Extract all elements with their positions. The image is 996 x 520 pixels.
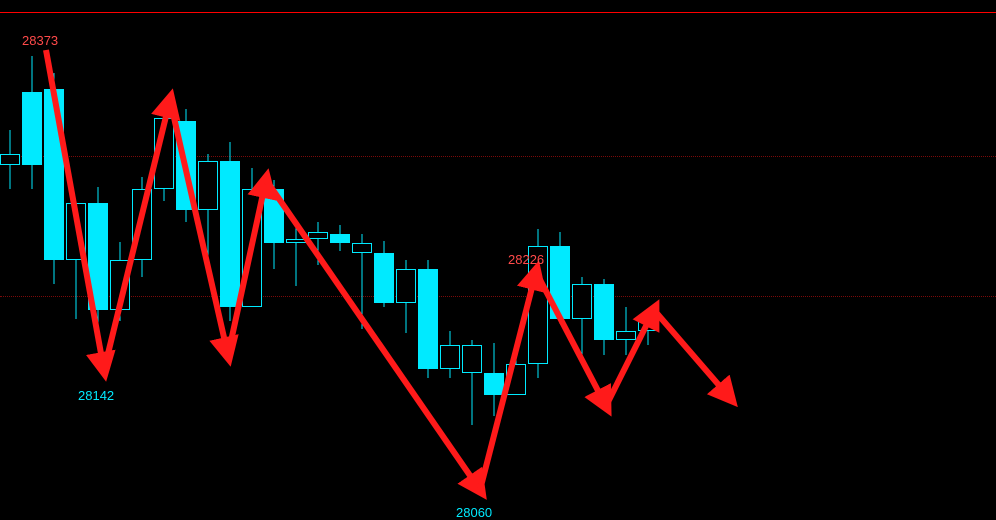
candle [44, 0, 64, 520]
price-chart[interactable]: 28373 28142 28226 28060 [0, 0, 996, 520]
candle [440, 0, 460, 520]
price-label: 28060 [456, 505, 492, 520]
trend-arrow [654, 310, 730, 398]
candle [176, 0, 196, 520]
candle [638, 0, 658, 520]
candle [484, 0, 504, 520]
candle [286, 0, 306, 520]
candle [242, 0, 262, 520]
price-label: 28142 [78, 388, 114, 403]
candle [594, 0, 614, 520]
candle [374, 0, 394, 520]
candle [308, 0, 328, 520]
candle [154, 0, 174, 520]
candle [22, 0, 42, 520]
candle [396, 0, 416, 520]
candle [550, 0, 570, 520]
candle [616, 0, 636, 520]
candle [132, 0, 152, 520]
candle [0, 0, 20, 520]
candle [264, 0, 284, 520]
price-label: 28373 [22, 33, 58, 48]
candle [352, 0, 372, 520]
candle [572, 0, 592, 520]
candle [88, 0, 108, 520]
candle [418, 0, 438, 520]
candle [66, 0, 86, 520]
candle [198, 0, 218, 520]
candle [330, 0, 350, 520]
candle [220, 0, 240, 520]
price-label: 28226 [508, 252, 544, 267]
candle [110, 0, 130, 520]
candle [462, 0, 482, 520]
